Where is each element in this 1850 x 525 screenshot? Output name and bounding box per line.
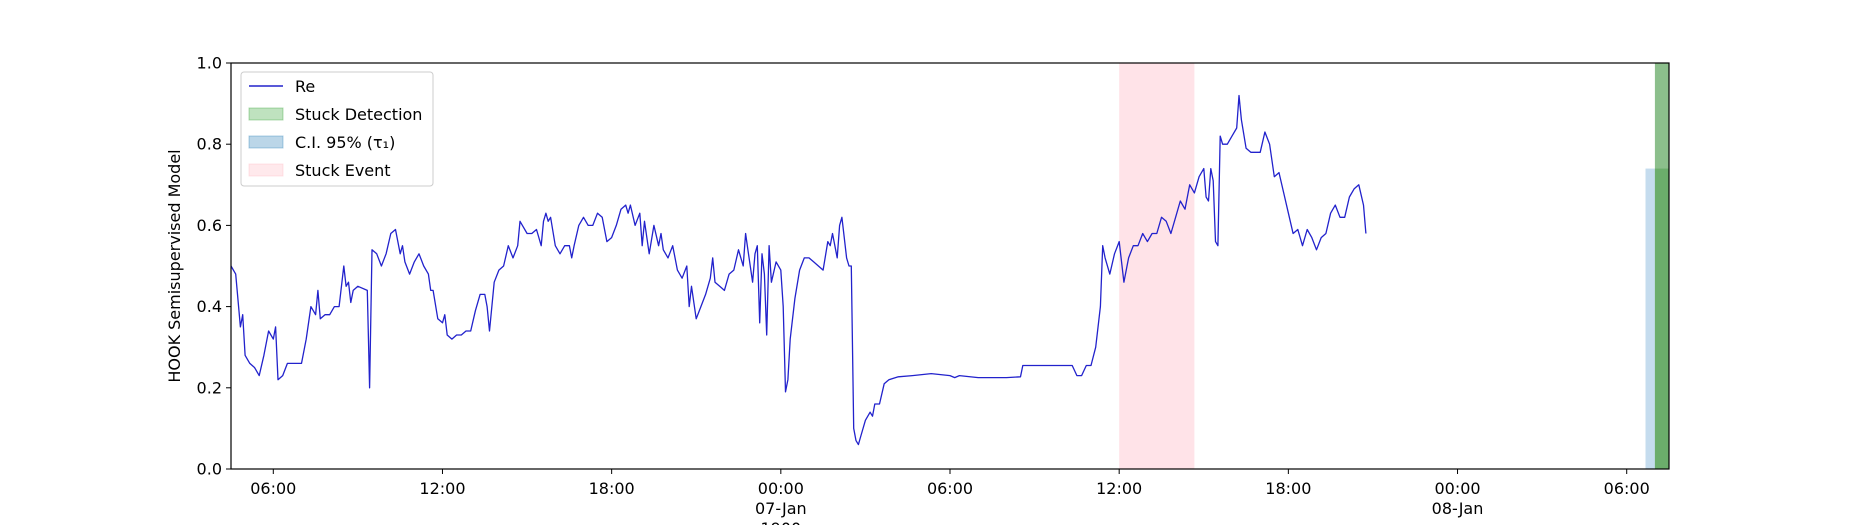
legend-swatch-patch [248,163,284,177]
span-stuck-detection-2 [1654,63,1669,469]
x-tick-label: 00:00 [758,479,804,498]
legend-swatch-patch [248,135,284,149]
x-tick-label: 06:00 [1604,479,1650,498]
y-tick-label: 1.0 [197,54,222,73]
y-tick-label: 0.6 [197,216,222,235]
legend-swatch-patch [248,107,284,121]
y-axis-ticks: 0.0 0.2 0.4 0.6 0.8 1.0 [197,54,231,479]
y-tick-label: 0.4 [197,297,222,316]
y-tick-label: 0.2 [197,378,222,397]
legend-box [240,71,434,187]
span-stuck-detection-3 [1654,168,1669,469]
x-tick-date-label: 07-Jan [755,499,807,518]
legend-entry-label: Stuck Event [295,161,391,180]
y-tick-label: 0.0 [197,460,222,479]
x-tick-label: 00:00 [1434,479,1480,498]
y-axis-label: HOOK Semisupervised Model [165,149,184,382]
span-stuck-event-0 [1119,63,1195,469]
legend-entry-label: Re [295,77,315,96]
y-tick-label: 0.8 [197,135,222,154]
span-c-i-95--1 [1645,168,1655,469]
x-tick-label: 18:00 [589,479,635,498]
x-tick-label: 06:00 [250,479,296,498]
shaded-spans [1119,63,1669,469]
legend: Re Stuck Detection C.I. 95% (τ₁) Stuck Even… [240,71,434,187]
x-tick-year-label: 1900 [760,519,801,525]
x-tick-date-label: 08-Jan [1432,499,1484,518]
legend-entry-label: Stuck Detection [295,105,422,124]
x-tick-label: 12:00 [419,479,465,498]
x-tick-label: 06:00 [927,479,973,498]
x-tick-label: 12:00 [1096,479,1142,498]
legend-entry-label: C.I. 95% (τ₁) [295,133,395,152]
plot-frame [230,62,1670,470]
x-tick-label: 18:00 [1265,479,1311,498]
series-lines [230,94,1367,446]
x-axis-ticks: 06:0012:0018:0000:0007-Jan190006:0012:00… [250,469,1650,525]
series-line-re [230,94,1367,446]
